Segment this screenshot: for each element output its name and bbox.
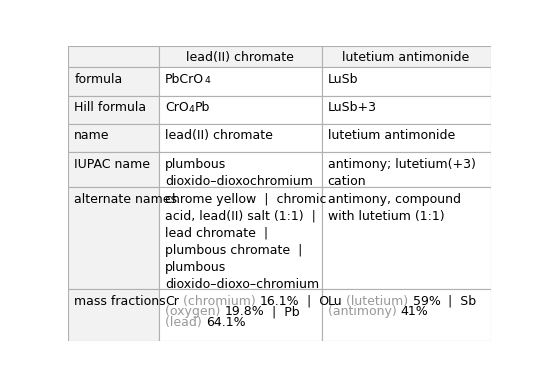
Text: Lu: Lu bbox=[328, 295, 342, 308]
Text: lead(II) chromate: lead(II) chromate bbox=[165, 129, 273, 142]
Bar bbox=[159, 152, 322, 187]
Bar bbox=[159, 124, 322, 152]
Bar bbox=[159, 96, 322, 124]
Text: (chromium): (chromium) bbox=[179, 295, 260, 308]
Text: 4: 4 bbox=[204, 77, 210, 85]
Text: Pb: Pb bbox=[195, 101, 210, 114]
Text: lutetium antimonide: lutetium antimonide bbox=[328, 129, 455, 142]
Bar bbox=[322, 289, 490, 341]
Text: formula: formula bbox=[74, 73, 123, 86]
Text: antimony, compound
with lutetium (1:1): antimony, compound with lutetium (1:1) bbox=[328, 193, 461, 223]
Text: |  O: | O bbox=[299, 295, 330, 308]
Bar bbox=[159, 46, 322, 67]
Text: LuSb: LuSb bbox=[328, 73, 358, 86]
Bar bbox=[322, 67, 490, 96]
Bar bbox=[322, 187, 490, 289]
Text: (lutetium): (lutetium) bbox=[342, 295, 413, 308]
Text: plumbous
dioxido–dioxochromium: plumbous dioxido–dioxochromium bbox=[165, 158, 313, 188]
Bar bbox=[322, 96, 490, 124]
Text: antimony; lutetium(+3)
cation: antimony; lutetium(+3) cation bbox=[328, 158, 476, 188]
Text: mass fractions: mass fractions bbox=[74, 295, 166, 308]
Text: 16.1%: 16.1% bbox=[260, 295, 299, 308]
Text: lead(II) chromate: lead(II) chromate bbox=[186, 51, 294, 64]
Text: PbCrO: PbCrO bbox=[165, 73, 204, 86]
Bar bbox=[68, 46, 159, 67]
Text: chrome yellow  |  chromic
acid, lead(II) salt (1:1)  |
lead chromate  |
plumbous: chrome yellow | chromic acid, lead(II) s… bbox=[165, 193, 326, 291]
Bar bbox=[68, 67, 159, 96]
Text: |  Sb: | Sb bbox=[440, 295, 476, 308]
Text: alternate names: alternate names bbox=[74, 193, 177, 206]
Text: LuSb+3: LuSb+3 bbox=[328, 101, 377, 114]
Bar bbox=[68, 124, 159, 152]
Bar bbox=[159, 187, 322, 289]
Text: (lead): (lead) bbox=[165, 316, 206, 329]
Text: 19.8%: 19.8% bbox=[225, 305, 264, 318]
Bar bbox=[159, 289, 322, 341]
Bar bbox=[322, 124, 490, 152]
Text: Hill formula: Hill formula bbox=[74, 101, 147, 114]
Text: IUPAC name: IUPAC name bbox=[74, 158, 150, 171]
Bar bbox=[68, 152, 159, 187]
Text: (oxygen): (oxygen) bbox=[165, 305, 225, 318]
Text: (antimony): (antimony) bbox=[328, 305, 401, 318]
Text: lutetium antimonide: lutetium antimonide bbox=[342, 51, 470, 64]
Text: 4: 4 bbox=[189, 105, 195, 114]
Bar bbox=[68, 289, 159, 341]
Text: CrO: CrO bbox=[165, 101, 189, 114]
Text: 59%: 59% bbox=[413, 295, 440, 308]
Bar bbox=[322, 46, 490, 67]
Bar bbox=[322, 152, 490, 187]
Text: 41%: 41% bbox=[401, 305, 428, 318]
Text: name: name bbox=[74, 129, 110, 142]
Text: 64.1%: 64.1% bbox=[206, 316, 245, 329]
Text: |  Pb: | Pb bbox=[264, 305, 300, 318]
Bar bbox=[159, 67, 322, 96]
Bar bbox=[68, 187, 159, 289]
Text: Cr: Cr bbox=[165, 295, 179, 308]
Bar bbox=[68, 96, 159, 124]
